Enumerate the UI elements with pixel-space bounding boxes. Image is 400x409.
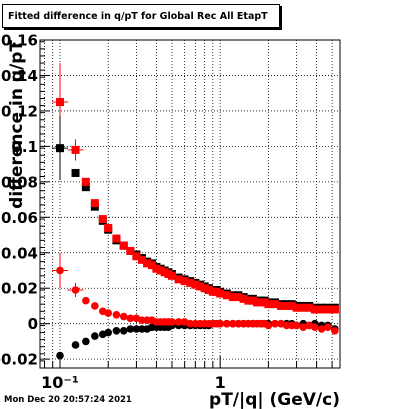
square-marker-1 [180, 277, 189, 286]
circle-marker-2 [71, 341, 80, 349]
square-marker-1 [191, 280, 200, 289]
square-marker-1 [248, 296, 257, 305]
square-marker-1 [98, 215, 107, 224]
circle-marker-3 [112, 311, 121, 319]
square-marker-1 [147, 261, 156, 270]
square-marker-1 [112, 234, 121, 243]
y-tick-label: 0.06 [1, 209, 38, 227]
circle-marker-3 [222, 319, 231, 328]
square-marker-1 [200, 284, 209, 293]
circle-marker-3 [216, 319, 224, 328]
square-marker-1 [282, 301, 291, 310]
circle-marker-2 [56, 351, 64, 360]
circle-marker-3 [331, 326, 339, 335]
grid-lines [40, 39, 340, 368]
square-marker-1 [323, 305, 332, 314]
y-tick-label: 0.1 [11, 138, 38, 156]
square-marker-1 [310, 305, 319, 314]
y-tick-label: 0.12 [1, 102, 38, 120]
circle-marker-2 [132, 325, 141, 333]
square-marker-1 [292, 303, 301, 312]
square-marker-1 [196, 282, 205, 291]
y-tick-label: 0.02 [1, 280, 38, 298]
square-marker-1 [264, 300, 273, 309]
square-marker-1 [271, 300, 280, 309]
square-marker-1 [143, 259, 152, 268]
x-tick-label: 10⁻¹ [41, 373, 79, 392]
square-marker-1 [56, 98, 65, 107]
circle-marker-3 [119, 312, 128, 321]
square-marker-1 [287, 301, 296, 310]
square-marker-1 [277, 301, 286, 310]
circle-marker-3 [311, 323, 319, 332]
square-marker-1 [228, 293, 237, 302]
square-marker-1 [137, 255, 146, 264]
y-axis-title: difference in q/pT [7, 40, 27, 209]
circle-marker-2 [119, 326, 128, 335]
plot-frame [39, 39, 341, 369]
y-tick-label: 0.14 [1, 67, 38, 85]
circle-marker-2 [104, 328, 113, 337]
y-tick-label: 0.08 [1, 173, 38, 191]
circle-marker-3 [168, 318, 176, 326]
circle-marker-3 [299, 323, 308, 332]
square-marker-1 [330, 305, 339, 314]
chart-title-box: Fitted difference in q/pT for Global Rec… [2, 4, 280, 28]
square-marker-0 [71, 168, 80, 177]
tick-labels: -0.02 0 0.02 0.04 0.06 0.08 0.1 0.12 0.14 0.16 10⁻… [0, 32, 226, 393]
x-tick-label: 1 [215, 373, 226, 392]
square-marker-1 [81, 177, 90, 186]
square-marker-1 [126, 246, 135, 255]
circle-marker-3 [104, 309, 113, 317]
square-marker-1 [152, 264, 161, 273]
square-marker-1 [132, 252, 141, 261]
square-marker-1 [244, 296, 253, 305]
data-markers [56, 98, 339, 360]
circle-marker-3 [82, 296, 90, 305]
circle-marker-3 [174, 318, 183, 326]
x-axis-title: pT/|q| (GeV/c) [209, 390, 340, 409]
y-tick-label: 0.04 [1, 244, 38, 262]
square-marker-1 [119, 241, 128, 250]
square-marker-1 [299, 303, 308, 312]
circle-marker-3 [71, 286, 80, 294]
square-marker-1 [104, 223, 113, 232]
square-marker-0 [81, 183, 90, 192]
circle-marker-2 [82, 337, 90, 346]
circle-marker-3 [271, 319, 279, 328]
square-marker-1 [305, 303, 314, 312]
y-tick-label: -0.02 [0, 351, 38, 369]
circle-marker-3 [56, 266, 64, 275]
circle-marker-2 [112, 326, 121, 335]
square-marker-1 [239, 294, 248, 303]
timestamp: Mon Dec 20 20:57:24 2021 [4, 395, 132, 405]
circle-marker-3 [91, 302, 99, 310]
y-tick-label: 0 [28, 315, 38, 333]
square-marker-1 [317, 305, 326, 314]
square-marker-1 [71, 145, 80, 154]
circle-marker-3 [317, 325, 326, 333]
circle-marker-3 [264, 321, 273, 330]
square-marker-1 [234, 293, 243, 302]
circle-marker-2 [126, 325, 135, 333]
square-marker-1 [167, 271, 176, 280]
square-marker-1 [90, 199, 99, 208]
circle-marker-3 [324, 323, 332, 332]
axis-ticks [40, 39, 333, 369]
circle-marker-2 [91, 332, 99, 340]
square-marker-1 [186, 278, 195, 287]
square-marker-0 [56, 144, 65, 153]
circle-marker-3 [126, 314, 135, 323]
y-tick-label: 0.16 [1, 32, 38, 50]
square-marker-1 [174, 275, 183, 284]
circle-marker-3 [292, 321, 301, 330]
square-marker-1 [222, 291, 231, 300]
circle-marker-3 [229, 319, 237, 328]
chart-title: Fitted difference in q/pT for Global Rec… [8, 10, 268, 22]
square-marker-1 [216, 289, 225, 298]
